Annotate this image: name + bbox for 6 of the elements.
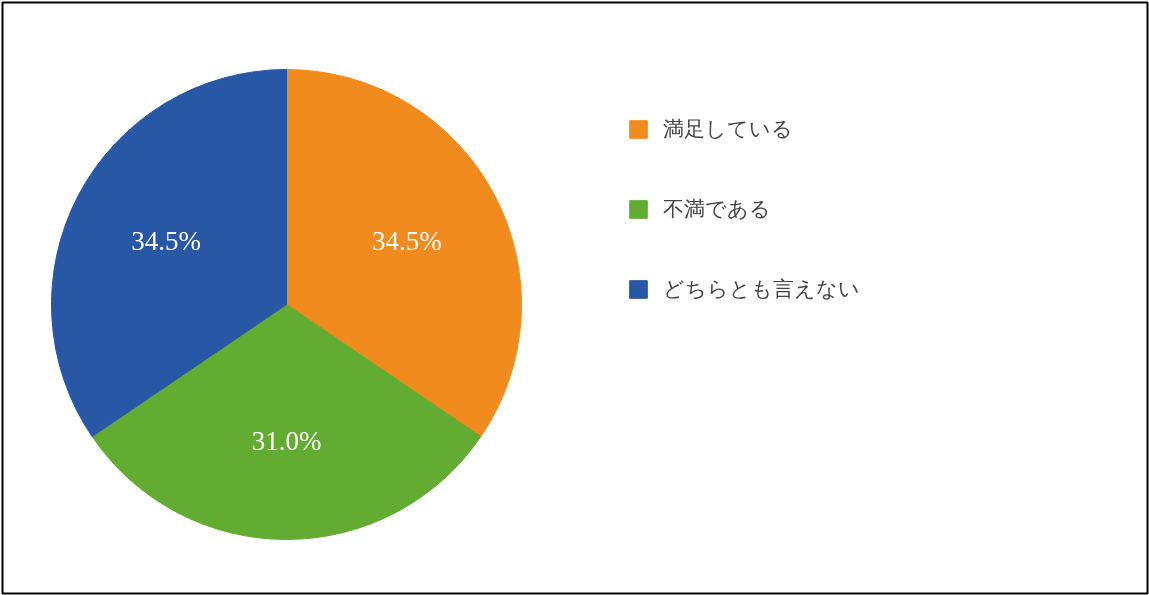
data-label: 34.5% <box>372 225 442 256</box>
legend-label: どちらとも言えない <box>663 276 860 303</box>
legend-label: 不満である <box>663 196 771 223</box>
data-label: 31.0% <box>251 425 322 456</box>
data-label: 34.5% <box>131 225 201 256</box>
legend-label: 満足している <box>663 116 793 143</box>
